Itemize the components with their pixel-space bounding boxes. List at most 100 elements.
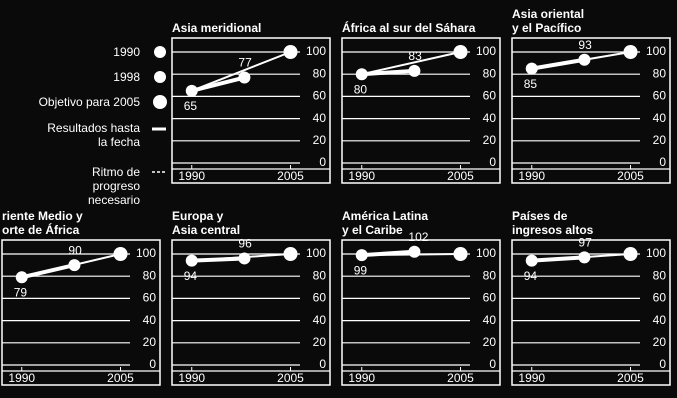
data-label: 85: [524, 77, 538, 91]
data-label: 79: [14, 285, 28, 299]
y-tick-label: 0: [659, 357, 666, 371]
y-tick-label: 80: [483, 66, 497, 80]
data-point: [113, 247, 128, 261]
y-tick-label: 60: [653, 89, 667, 103]
data-point: [283, 247, 298, 261]
data-label: 96: [238, 237, 252, 251]
y-tick-label: 100: [646, 44, 666, 58]
y-tick-label: 20: [653, 335, 667, 349]
y-tick-label: 80: [653, 66, 667, 80]
y-tick-label: 40: [313, 111, 327, 125]
x-tick-label: 1990: [8, 371, 35, 385]
y-tick-label: 60: [313, 89, 327, 103]
plot-frame: [171, 37, 331, 184]
panel-title: Países de ingresos altos: [512, 209, 594, 237]
required-pace-line: [191, 51, 291, 92]
panel-title: riente Medio y orte de África: [2, 209, 83, 237]
data-label: 93: [578, 38, 592, 52]
data-label: 90: [68, 243, 82, 257]
required-pace-line: [361, 51, 461, 76]
y-tick-label: 80: [483, 268, 497, 282]
y-tick-label: 100: [476, 246, 496, 260]
data-point: [15, 271, 28, 284]
x-tick-label: 2005: [617, 169, 644, 183]
y-tick-label: 100: [476, 44, 496, 58]
legend-label: Ritmo de progreso necesario: [87, 165, 140, 207]
data-label: 94: [524, 269, 538, 283]
data-label: 77: [238, 56, 252, 70]
y-tick-label: 0: [489, 357, 496, 371]
results-line: [361, 68, 415, 77]
data-label: 83: [408, 49, 422, 63]
y-tick-label: 40: [483, 111, 497, 125]
x-tick-label: 2005: [617, 371, 644, 385]
x-tick-label: 1990: [178, 371, 205, 385]
x-tick-label: 2005: [447, 371, 474, 385]
plot-frame: [341, 37, 501, 184]
data-point: [623, 45, 638, 59]
y-tick-label: 40: [143, 313, 157, 327]
plot-frame: [171, 239, 331, 386]
panel-title: Europa y Asia central: [172, 209, 241, 237]
y-tick-label: 60: [313, 291, 327, 305]
data-label: 99: [354, 263, 368, 277]
data-label: 94: [184, 269, 198, 283]
data-point: [283, 45, 298, 59]
legend-symbol: [154, 71, 166, 83]
legend-symbol: [153, 95, 167, 109]
y-tick-label: 100: [136, 246, 156, 260]
y-tick-label: 80: [313, 66, 327, 80]
data-point: [525, 62, 538, 75]
y-tick-label: 100: [646, 246, 666, 260]
data-point: [185, 254, 198, 267]
data-point: [623, 247, 638, 261]
x-tick-label: 1990: [518, 169, 545, 183]
legend-label: Objetivo para 2005: [38, 95, 140, 109]
y-tick-label: 20: [483, 335, 497, 349]
y-tick-label: 20: [143, 335, 157, 349]
results-line: [191, 75, 245, 93]
y-tick-label: 100: [306, 44, 326, 58]
results-line: [21, 263, 75, 280]
data-label: 80: [354, 82, 368, 96]
panel-title: Asia oriental y el Pacífico: [512, 7, 585, 35]
y-tick-label: 60: [483, 89, 497, 103]
x-tick-label: 2005: [107, 371, 134, 385]
y-tick-label: 40: [483, 313, 497, 327]
data-label: 65: [184, 99, 198, 113]
x-tick-label: 2005: [277, 371, 304, 385]
y-tick-label: 0: [149, 357, 156, 371]
y-tick-label: 20: [653, 133, 667, 147]
y-tick-label: 40: [653, 111, 667, 125]
data-label: 97: [578, 236, 592, 250]
x-tick-label: 1990: [348, 169, 375, 183]
plot-frame: [341, 239, 501, 386]
y-tick-label: 0: [489, 155, 496, 169]
results-line: [361, 249, 415, 258]
data-point: [185, 84, 198, 97]
panel-title: África al sur del Sáhara: [342, 21, 476, 35]
legend-label: Resultados hasta la fecha: [47, 121, 140, 149]
data-point: [238, 71, 251, 84]
x-tick-label: 1990: [178, 169, 205, 183]
y-tick-label: 60: [483, 291, 497, 305]
y-tick-label: 80: [313, 268, 327, 282]
y-tick-label: 80: [143, 268, 157, 282]
y-tick-label: 0: [319, 155, 326, 169]
data-point: [355, 68, 368, 81]
x-tick-label: 1990: [518, 371, 545, 385]
panel-title: América Latina y el Caribe: [342, 209, 429, 237]
x-tick-label: 2005: [277, 169, 304, 183]
legend-label: 1990: [113, 45, 140, 59]
x-tick-label: 1990: [348, 371, 375, 385]
data-point: [408, 245, 421, 258]
y-tick-label: 20: [483, 133, 497, 147]
data-point: [68, 259, 81, 272]
plot-frame: [511, 239, 671, 386]
panel-title: Asia meridional: [172, 21, 262, 35]
y-tick-label: 0: [319, 357, 326, 371]
data-label: 102: [408, 230, 428, 244]
data-point: [408, 64, 421, 77]
